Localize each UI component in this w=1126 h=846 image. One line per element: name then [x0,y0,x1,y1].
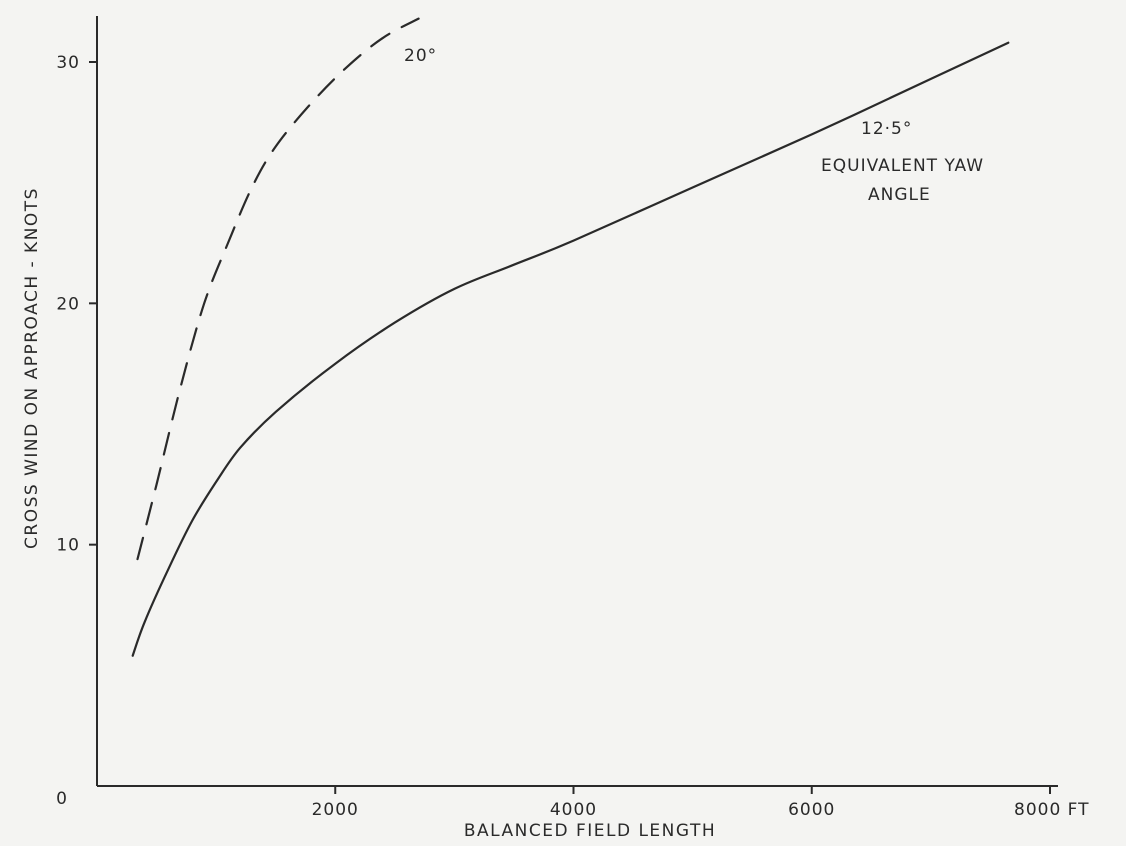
x-tick-label: 2000 [312,800,359,820]
annotation-angle: ANGLE [868,185,931,205]
x-tick-label: 4000 [550,800,597,820]
y-tick-label: 0 [56,789,68,809]
y-tick-label: 30 [56,53,80,73]
x-tick-label: 6000 [788,800,835,820]
annotation-20-deg: 20° [404,46,437,66]
x-axis-title: BALANCED FIELD LENGTH [464,821,716,841]
y-tick-label: 20 [56,294,80,314]
ticks: 2000 4000 6000 8000 FT 0 10 20 30 [56,53,1090,820]
y-tick-label: 10 [56,536,80,556]
y-axis-title: CROSS WIND ON APPROACH - KNOTS [22,187,42,549]
series-line-20-deg [136,17,420,561]
series-line-12-5-deg [131,41,1010,657]
annotation-equivalent-yaw: EQUIVALENT YAW [821,156,984,176]
annotation-12-5-deg: 12·5° [861,119,912,139]
series-layer [131,17,1010,657]
axes [96,16,1058,787]
x-tick-label: 8000 FT [1014,800,1090,820]
